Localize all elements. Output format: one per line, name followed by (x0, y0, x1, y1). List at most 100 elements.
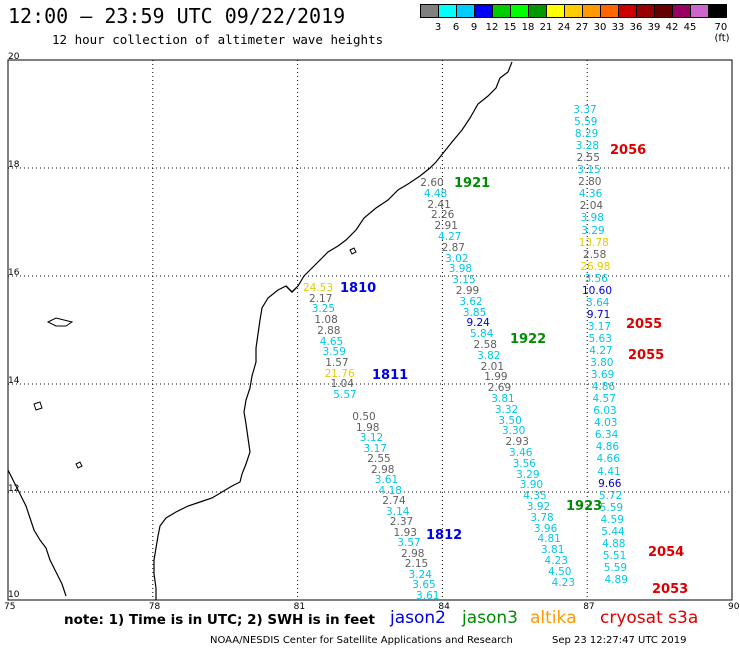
colorbar-label: 3 (434, 22, 442, 33)
colorbar-label: 15 (503, 22, 517, 33)
wave-height-value: 2.41 (427, 198, 451, 211)
wave-height-value: 3.65 (412, 579, 436, 591)
latitude-label: 20 (8, 52, 20, 62)
wave-height-value: 4.27 (589, 345, 613, 357)
wave-height-value: 6.34 (594, 429, 619, 442)
island-shape (75, 461, 83, 469)
wave-height-value: 2.55 (576, 152, 600, 165)
colorbar-label: 70 (ft) (714, 22, 730, 44)
wave-height-value: 4.23 (544, 555, 568, 567)
wave-height-value: 3.61 (374, 474, 399, 486)
wave-height-value: 2.93 (505, 436, 529, 449)
wave-height-value: 5.59 (603, 561, 628, 574)
latitude-label: 10 (8, 590, 20, 600)
wave-height-value: 1.99 (484, 371, 508, 384)
wave-height-value: 5.59 (574, 116, 598, 129)
wave-height-value: 3.59 (322, 346, 346, 359)
wave-height-value: 2.26 (430, 209, 455, 222)
map-frame (7, 59, 733, 601)
wave-height-value: 4.23 (551, 576, 576, 589)
credit-line: NOAA/NESDIS Center for Satellite Applica… (210, 635, 513, 646)
wave-height-value: 10.60 (581, 284, 613, 297)
island-shape (46, 317, 74, 327)
map-subtitle: 12 hour collection of altimeter wave hei… (52, 32, 384, 47)
pass-time-label: 2055 (628, 348, 665, 363)
wave-height-value: 4.36 (578, 188, 603, 201)
longitude-label: 84 (438, 602, 450, 612)
wave-height-value: 4.88 (602, 537, 626, 550)
wave-height-value: 3.14 (386, 505, 410, 518)
latitude-label: 12 (8, 484, 20, 494)
wave-height-value: 4.48 (423, 187, 448, 200)
colorbar-label: 39 (647, 22, 661, 33)
latitude-label: 18 (8, 160, 20, 170)
wave-height-value: 3.56 (512, 457, 536, 470)
wave-height-value: 3.62 (459, 295, 483, 308)
wave-height-value: 2.99 (455, 285, 480, 297)
wave-height-value: 3.64 (586, 296, 610, 309)
colorbar-label: 27 (575, 22, 589, 33)
wave-height-value: 4.35 (523, 490, 547, 503)
wave-height-value: 5.59 (599, 501, 624, 514)
colorbar-label: 42 (665, 22, 679, 33)
wave-height-value: 3.90 (519, 479, 544, 492)
wave-height-value: 4.86 (591, 381, 616, 394)
wave-height-value: 9.71 (586, 308, 611, 321)
wave-height-value: 4.41 (597, 465, 621, 478)
wave-height-value: 1.04 (330, 378, 354, 391)
wave-height-value: 5.57 (333, 389, 357, 401)
wave-height-value: 4.18 (378, 484, 402, 497)
wave-height-value: 3.12 (359, 432, 384, 444)
wave-height-value: 1.08 (314, 314, 338, 327)
wave-height-value: 3.81 (491, 393, 515, 405)
wave-height-value: 3.15 (577, 164, 601, 177)
coastline-central-america (153, 61, 513, 600)
pass-time-label: 1812 (426, 528, 463, 543)
wave-height-value: 3.98 (580, 212, 604, 225)
wave-height-value: 0.50 (352, 411, 376, 423)
pass-time-label: 1810 (340, 281, 377, 296)
island-shape (349, 247, 357, 255)
wave-height-value: 3.29 (516, 468, 540, 481)
colorbar-swatch (708, 4, 727, 18)
wave-height-value: 1.93 (393, 526, 417, 539)
wave-height-value: 3.78 (530, 511, 554, 524)
wave-height-value: 2.01 (480, 360, 505, 373)
latitude-label: 16 (8, 268, 20, 278)
colorbar-label: 36 (629, 22, 643, 33)
wave-height-value: 6.03 (593, 405, 617, 418)
latitude-label: 14 (8, 376, 20, 386)
wave-height-value: 21.76 (324, 367, 355, 380)
satellite-legend-cryosat-s3a: cryosat s3a (600, 608, 699, 628)
wave-height-value: 1.57 (325, 356, 349, 369)
wave-height-value: 3.30 (501, 425, 526, 438)
colorbar-label: 33 (611, 22, 625, 33)
wave-height-value: 3.96 (533, 522, 558, 535)
wave-height-value: 3.85 (462, 306, 487, 319)
island-shape (33, 401, 43, 411)
wave-height-value: 2.60 (420, 177, 444, 189)
wave-height-value: 1.98 (356, 421, 380, 434)
wave-height-value: 2.15 (404, 558, 429, 570)
wave-height-value: 4.59 (600, 513, 624, 526)
wave-height-value: 3.25 (311, 303, 336, 316)
pass-time-label: 2056 (610, 143, 647, 158)
wave-height-value: 3.92 (526, 501, 551, 513)
wave-height-value: 5.51 (602, 549, 627, 562)
pass-time-label: 1923 (566, 499, 603, 514)
wave-height-value: 9.24 (466, 317, 490, 330)
wave-height-value: 3.32 (494, 403, 519, 416)
wave-height-value: 3.69 (590, 369, 615, 382)
wave-height-value: 2.80 (578, 176, 602, 189)
pass-time-label: 2053 (652, 582, 689, 597)
wave-height-value: 3.17 (363, 442, 387, 455)
wave-height-value: 3.81 (540, 544, 565, 557)
longitude-label: 87 (583, 602, 595, 612)
wave-height-value: 4.86 (595, 441, 620, 454)
wave-height-value: 4.65 (319, 335, 344, 348)
wave-height-value: 3.50 (498, 414, 522, 427)
wave-height-value: 2.98 (401, 547, 425, 560)
wave-height-value: 3.46 (509, 447, 533, 459)
map-title: 12:00 – 23:59 UTC 09/22/2019 (8, 4, 346, 28)
